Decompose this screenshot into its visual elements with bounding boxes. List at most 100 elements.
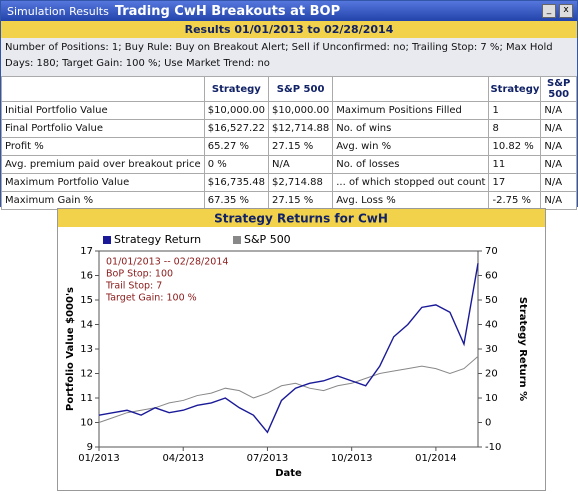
- y-axis-label: Portfolio Value $000's: [65, 287, 76, 411]
- table-cell: 27.15 %: [267, 137, 334, 156]
- y2-tick-label: 40: [485, 320, 498, 331]
- annotation: 01/01/2013 -- 02/28/2014: [106, 257, 228, 268]
- table-row: Maximum Portfolio Value $16,735.48 $2,714.…: [1, 173, 577, 192]
- table-cell: 1: [488, 101, 542, 120]
- table-cell: -2.75 %: [488, 191, 542, 210]
- table-cell: N/A: [540, 173, 577, 192]
- y2-tick-label: 10: [485, 393, 498, 404]
- chart: Strategy Returns for CwH 9 10 11 12 13 14 15 16…: [58, 209, 545, 479]
- table-cell: ... of which stopped out count: [332, 173, 490, 192]
- legend-label: Strategy Return: [114, 233, 201, 246]
- y-tick-label: 17: [80, 246, 93, 257]
- table-row: Profit % 65.27 % 27.15 % Avg. win % 10.82 % N…: [1, 137, 577, 156]
- y-tick-label: 10: [80, 418, 93, 429]
- x-axis-label: Date: [275, 468, 302, 479]
- y2-tick-label: 30: [485, 344, 498, 355]
- y-tick-label: 13: [80, 344, 93, 355]
- window-buttons: _ x: [542, 4, 577, 18]
- x-tick-label: 01/2014: [415, 453, 457, 464]
- chart-box: Strategy Returns for CwH 9 10 11 12 13 14 15 16…: [57, 208, 546, 491]
- header-row: Strategy S&P 500 Strategy S&P 500: [1, 76, 577, 102]
- table-cell: Avg. win %: [332, 137, 490, 156]
- chart-title-bar: [58, 209, 545, 227]
- header-cell: [1, 76, 205, 102]
- table-cell: No. of losses: [332, 155, 490, 174]
- x-tick-label: 01/2013: [78, 453, 120, 464]
- table-cell: N/A: [540, 119, 577, 138]
- table-cell: 65.27 %: [203, 137, 269, 156]
- table-cell: Maximum Positions Filled: [332, 101, 490, 120]
- header-cell: S&P 500: [267, 76, 334, 102]
- results-panel: Simulation Results Trading CwH Breakouts…: [0, 0, 578, 210]
- table-row: Avg. premium paid over breakout price 0 %…: [1, 155, 577, 174]
- table-cell: 17: [488, 173, 542, 192]
- table-row: Final Portfolio Value $16,527.22 $12,714.8…: [1, 119, 577, 138]
- table-cell: Avg. Loss %: [332, 191, 490, 210]
- x-tick-label: 04/2013: [162, 453, 204, 464]
- legend-label: S&P 500: [244, 233, 291, 246]
- table-cell: N/A: [540, 137, 577, 156]
- header-cell: [332, 76, 490, 102]
- y2-tick-label: 0: [485, 418, 491, 429]
- y-tick-label: 9: [87, 442, 93, 453]
- table-cell: Maximum Portfolio Value: [1, 173, 205, 192]
- y2-tick-label: -10: [485, 442, 501, 453]
- table-cell: Profit %: [1, 137, 205, 156]
- table-cell: N/A: [540, 155, 577, 174]
- y-tick-label: 14: [80, 320, 93, 331]
- table-cell: Avg. premium paid over breakout price: [1, 155, 205, 174]
- y-tick-label: 11: [80, 393, 93, 404]
- series-line: [98, 263, 479, 434]
- table-cell: $16,527.22: [203, 119, 269, 138]
- y2-tick-label: 70: [485, 246, 498, 257]
- y2-tick-label: 60: [485, 271, 498, 282]
- table-cell: $10,000.00: [267, 101, 334, 120]
- header-cell: Strategy: [203, 76, 269, 102]
- chart-title: Strategy Returns for CwH: [214, 212, 388, 226]
- table-cell: 11: [488, 155, 542, 174]
- table-cell: N/A: [267, 155, 334, 174]
- table-cell: $12,714.88: [267, 119, 334, 138]
- x-tick-label: 10/2013: [331, 453, 373, 464]
- y2-tick-label: 50: [485, 295, 498, 306]
- annotation: Trail Stop: 7: [105, 281, 162, 292]
- y-tick-label: 12: [80, 369, 93, 380]
- series-line: [98, 355, 479, 423]
- annotation: Target Gain: 100 %: [105, 293, 197, 304]
- y-tick-label: 15: [80, 295, 93, 306]
- table-cell: $2,714.88: [267, 173, 334, 192]
- table-cell: 0 %: [203, 155, 269, 174]
- legend-swatch: [103, 236, 111, 244]
- table-cell: 8: [488, 119, 542, 138]
- y2-tick-label: 20: [485, 369, 498, 380]
- table-cell: 10.82 %: [488, 137, 542, 156]
- results-header: Results 01/01/2013 to 02/28/2014: [1, 21, 577, 38]
- table-row: Initial Portfolio Value $10,000.00 $10,000…: [1, 101, 577, 120]
- table-cell: $16,735.48: [203, 173, 269, 192]
- table-cell: Initial Portfolio Value: [1, 101, 205, 120]
- table-row: Maximum Gain % 67.35 % 27.15 % Avg. Loss % -…: [1, 191, 577, 210]
- table-cell: 67.35 %: [203, 191, 269, 210]
- y2-axis-label: Strategy Return %: [517, 297, 528, 401]
- table-cell: N/A: [540, 191, 577, 210]
- header-cell: S&P 500: [540, 76, 577, 102]
- annotation: BoP Stop: 100: [106, 269, 173, 280]
- results-table: Strategy S&P 500 Strategy S&P 500 Initial Po…: [1, 76, 577, 210]
- tab-label[interactable]: Simulation Results: [7, 4, 109, 18]
- close-button[interactable]: x: [559, 4, 573, 18]
- header-cell: Strategy: [488, 76, 542, 102]
- legend-swatch: [233, 236, 241, 244]
- minimize-button[interactable]: _: [542, 4, 556, 18]
- table-cell: $10,000.00: [203, 101, 269, 120]
- table-cell: No. of wins: [332, 119, 490, 138]
- description: Number of Positions: 1; Buy Rule: Buy on…: [5, 42, 553, 69]
- table-cell: Maximum Gain %: [1, 191, 205, 210]
- table-cell: 27.15 %: [267, 191, 334, 210]
- table-cell: N/A: [540, 101, 577, 120]
- window-title: Trading CwH Breakouts at BOP: [114, 3, 341, 19]
- x-tick-label: 07/2013: [247, 453, 289, 464]
- title-bar: Simulation Results Trading CwH Breakouts…: [1, 1, 577, 21]
- table-cell: Final Portfolio Value: [1, 119, 205, 138]
- y-tick-label: 16: [80, 271, 93, 282]
